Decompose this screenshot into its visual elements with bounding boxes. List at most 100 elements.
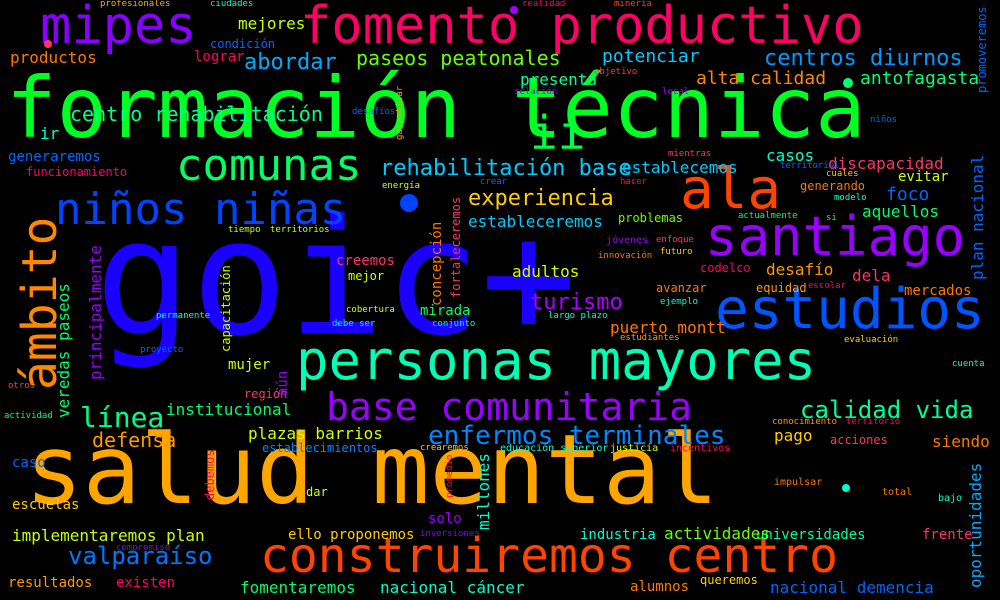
word-cloud-word: abordar [244,50,337,75]
word-cloud-word: universidades [756,527,866,543]
word-cloud-word: conjunto [432,319,476,329]
word-cloud-word: jóvenes [606,235,649,246]
word-cloud-word: total [882,487,913,498]
word-cloud-word: calidad vida [800,396,974,424]
word-cloud-word: crear [480,177,508,187]
dot-separator [842,484,850,492]
word-cloud-word: hacer [620,177,648,187]
dot-separator [44,40,52,48]
word-cloud-word: nacional demencia [770,578,934,597]
word-cloud-word: enfoque [656,235,694,245]
word-cloud-word: actividad [4,411,53,421]
word-cloud-word: resultados [8,575,93,591]
word-cloud-word: ciudades [210,0,254,9]
word-cloud-word: nacional cáncer [380,578,525,597]
word-cloud-word: lograr [194,49,245,65]
word-cloud-word: mientras [668,149,712,159]
word-cloud-word: modelo [834,193,867,203]
word-cloud-word: puerto montt [610,318,726,337]
word-cloud-word: territorio [846,417,901,427]
word-cloud-word: mercados [904,283,972,299]
word-cloud-word: mirada [420,303,471,319]
word-cloud-word: estudiantes [620,333,680,343]
word-cloud-word: funcionamiento [26,165,128,179]
word-cloud-word: permanente [156,311,211,321]
word-cloud-word: fomento productivo [300,0,864,56]
word-cloud-word: ii [530,106,586,160]
word-cloud-word: incentivos [670,443,731,454]
word-cloud-word: experiencia [468,186,614,211]
word-cloud-word: actividades [664,524,770,543]
word-cloud-word: niños niñas [55,184,347,235]
word-cloud-word: queremos [700,573,758,587]
word-cloud-word: millones [474,452,493,530]
word-cloud-word: defensa [92,428,177,452]
word-cloud-word: mejores [238,14,306,33]
dot-separator [400,194,418,212]
word-cloud-word: estableceremos [468,212,603,231]
word-cloud-word: base comunitaria [326,385,693,429]
word-cloud-word: centro rehabilitación [70,102,323,126]
word-cloud-word: capacitación [219,265,233,352]
word-cloud-word: paseos peatonales [356,46,561,70]
word-cloud-word: actualmente [738,211,798,221]
word-cloud-word: educación superior [500,443,609,454]
word-cloud-word: compromiso [116,543,171,553]
word-cloud-word: valparaíso [68,542,213,570]
word-cloud-word: justicia [610,443,659,454]
word-cloud-word: garantizar [395,85,405,140]
word-cloud-word: principalmente [86,245,105,380]
word-cloud-word: ello proponemos [288,527,415,543]
word-cloud-word: aún [275,370,291,396]
word-cloud-word: conocimiento [772,417,838,427]
word-cloud-word: comunas [176,140,362,191]
word-cloud-word: avanzar [656,281,707,295]
word-cloud-word: casos [766,146,815,165]
word-cloud-word: otros [8,381,36,391]
word-cloud-word: minería [614,0,652,9]
word-cloud-word: generaremos [8,149,101,165]
word-cloud-word: establecimientos [262,441,378,455]
word-cloud-word: realidad [522,0,566,9]
word-cloud-word: antofagasta [860,68,980,89]
word-cloud-word: escuelas [12,497,80,513]
word-cloud-word: existen [116,575,176,591]
word-cloud-word: institucional [166,400,292,419]
word-cloud-word: promoveremos [975,6,989,93]
word-cloud-word: presenta [520,70,598,89]
word-cloud-word: mujer [228,357,271,373]
word-cloud-word: escolar [808,281,846,291]
word-cloud-word: si [826,213,837,223]
word-cloud-word: pago [774,426,813,445]
word-cloud-word: local [662,87,690,97]
word-cloud-word: salud mental [25,414,719,526]
word-cloud-word: potenciar [602,46,700,67]
word-cloud-word: condición [210,37,276,51]
dot-separator [510,6,518,14]
word-cloud-word: enfermos terminales [428,421,726,451]
word-cloud-word: innovación [598,251,653,261]
word-cloud-word: dar [306,485,328,499]
word-cloud-word: evitar [898,169,949,185]
word-cloud-word: alumnos [630,579,690,595]
word-cloud-word: niños [870,115,898,125]
word-cloud-word: territorial [780,161,840,171]
word-cloud-word: alta calidad [696,68,827,89]
word-cloud-word: rehabilitación base [380,156,632,181]
word-cloud-word: debe ser [332,319,376,329]
word-cloud-word: largo plazo [548,311,608,321]
word-cloud-word: plan nacional [968,154,987,280]
word-cloud-word: adultos [512,262,580,281]
word-cloud-word: siendo [932,432,990,451]
word-cloud-word: acciones [830,433,888,447]
word-cloud-word: impulsar [774,477,823,488]
word-cloud-word: línea [80,401,165,434]
word-cloud-word: mipes [40,0,197,56]
word-cloud-word: problemas [618,211,684,225]
word-cloud-word: solo [428,511,462,527]
word-cloud-word: goic+ [95,184,577,371]
word-cloud-word: relación [514,87,558,97]
word-cloud-word: objetivo [594,67,638,77]
word-cloud-word: santiago [705,205,966,268]
word-cloud-word: cuenta [952,359,985,369]
